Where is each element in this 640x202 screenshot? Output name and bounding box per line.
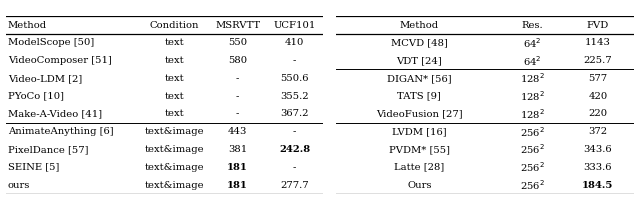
Text: text&image: text&image (145, 163, 204, 172)
Text: Condition: Condition (150, 21, 199, 29)
Text: 184.5: 184.5 (582, 181, 614, 189)
Text: Ours: Ours (407, 181, 431, 189)
Text: Res.: Res. (522, 21, 543, 29)
Text: text: text (164, 38, 184, 47)
Text: PYoCo [10]: PYoCo [10] (8, 92, 64, 101)
Text: 64$^2$: 64$^2$ (523, 54, 541, 67)
Text: 242.8: 242.8 (279, 145, 310, 154)
Text: 128$^2$: 128$^2$ (520, 107, 545, 121)
Text: 333.6: 333.6 (584, 163, 612, 172)
Text: Video-LDM [2]: Video-LDM [2] (8, 74, 82, 83)
Text: 580: 580 (228, 56, 247, 65)
Text: 277.7: 277.7 (280, 181, 309, 189)
Text: -: - (293, 127, 296, 136)
Text: -: - (293, 163, 296, 172)
Text: 410: 410 (285, 38, 305, 47)
Text: text&image: text&image (145, 145, 204, 154)
Text: LVDM [16]: LVDM [16] (392, 127, 447, 136)
Text: text&image: text&image (145, 127, 204, 136)
Text: 256$^2$: 256$^2$ (520, 160, 545, 174)
Text: Latte [28]: Latte [28] (394, 163, 444, 172)
Text: ModelScope [50]: ModelScope [50] (8, 38, 94, 47)
Text: TATS [9]: TATS [9] (397, 92, 441, 101)
Text: text: text (164, 56, 184, 65)
Text: VDT [24]: VDT [24] (396, 56, 442, 65)
Text: Make-A-Video [41]: Make-A-Video [41] (8, 109, 102, 118)
Text: 550: 550 (228, 38, 247, 47)
Text: -: - (293, 56, 296, 65)
Text: VideoComposer [51]: VideoComposer [51] (8, 56, 112, 65)
Text: 256$^2$: 256$^2$ (520, 143, 545, 156)
Text: 128$^2$: 128$^2$ (520, 72, 545, 85)
Text: -: - (236, 109, 239, 118)
Text: text: text (164, 92, 184, 101)
Text: text: text (164, 109, 184, 118)
Text: 225.7: 225.7 (584, 56, 612, 65)
Text: MSRVTT: MSRVTT (215, 21, 260, 29)
Text: 128$^2$: 128$^2$ (520, 89, 545, 103)
Text: 355.2: 355.2 (280, 92, 309, 101)
Text: AnimateAnything [6]: AnimateAnything [6] (8, 127, 114, 136)
Text: Method: Method (8, 21, 47, 29)
Text: FVD: FVD (587, 21, 609, 29)
Text: 181: 181 (227, 163, 248, 172)
Text: 577: 577 (588, 74, 607, 83)
Text: 220: 220 (588, 109, 607, 118)
Text: 256$^2$: 256$^2$ (520, 178, 545, 192)
Text: 367.2: 367.2 (280, 109, 309, 118)
Text: text: text (164, 74, 184, 83)
Text: 420: 420 (588, 92, 607, 101)
Text: 1143: 1143 (585, 38, 611, 47)
Text: 381: 381 (228, 145, 247, 154)
Text: MCVD [48]: MCVD [48] (391, 38, 448, 47)
Text: 343.6: 343.6 (584, 145, 612, 154)
Text: 443: 443 (228, 127, 247, 136)
Text: 181: 181 (227, 181, 248, 189)
Text: DIGAN* [56]: DIGAN* [56] (387, 74, 452, 83)
Text: 372: 372 (588, 127, 607, 136)
Text: text&image: text&image (145, 181, 204, 189)
Text: ours: ours (8, 181, 30, 189)
Text: 550.6: 550.6 (280, 74, 309, 83)
Text: PVDM* [55]: PVDM* [55] (389, 145, 450, 154)
Text: 256$^2$: 256$^2$ (520, 125, 545, 139)
Text: VideoFusion [27]: VideoFusion [27] (376, 109, 463, 118)
Text: 64$^2$: 64$^2$ (523, 36, 541, 50)
Text: UCF101: UCF101 (273, 21, 316, 29)
Text: -: - (236, 92, 239, 101)
Text: PixelDance [57]: PixelDance [57] (8, 145, 88, 154)
Text: -: - (236, 74, 239, 83)
Text: Method: Method (400, 21, 439, 29)
Text: SEINE [5]: SEINE [5] (8, 163, 60, 172)
